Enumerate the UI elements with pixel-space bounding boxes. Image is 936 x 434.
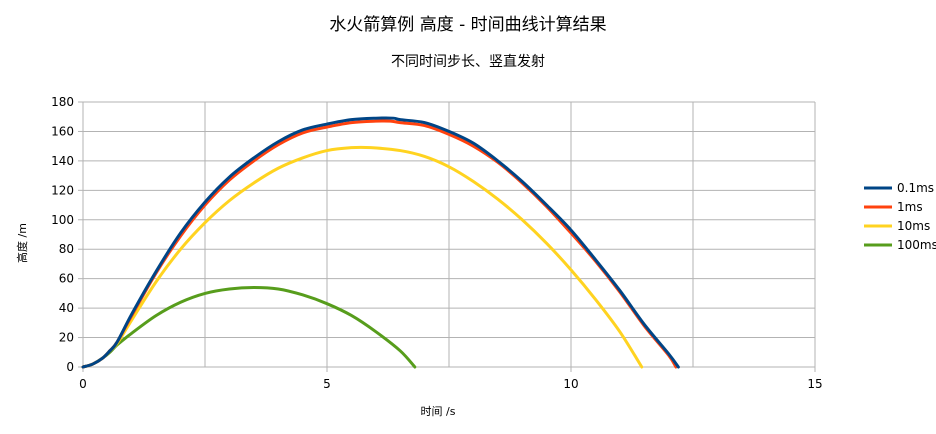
y-tick-label: 100 bbox=[51, 213, 74, 227]
y-tick-label: 20 bbox=[59, 331, 74, 345]
x-tick-label: 0 bbox=[79, 377, 87, 391]
chart-subtitle: 不同时间步长、竖直发射 bbox=[391, 54, 545, 70]
x-tick-label: 5 bbox=[323, 377, 331, 391]
y-tick-label: 80 bbox=[59, 242, 74, 256]
y-tick-label: 140 bbox=[51, 154, 74, 168]
x-axis-title: 时间 /s bbox=[421, 405, 456, 418]
series-line-0.1ms bbox=[81, 116, 680, 369]
x-tick-label: 10 bbox=[563, 377, 578, 391]
y-axis-title: 高度 /m bbox=[15, 223, 29, 263]
y-tick-label: 0 bbox=[66, 360, 74, 374]
legend-label-100ms: 100ms bbox=[897, 238, 936, 252]
y-tick-label: 160 bbox=[51, 124, 74, 138]
legend-label-10ms: 10ms bbox=[897, 219, 930, 233]
legend-label-1ms: 1ms bbox=[897, 200, 923, 214]
legend-label-0.1ms: 0.1ms bbox=[897, 181, 934, 195]
y-tick-label: 40 bbox=[59, 301, 74, 315]
y-tick-label: 60 bbox=[59, 272, 74, 286]
x-tick-label: 15 bbox=[807, 377, 822, 391]
y-tick-label: 120 bbox=[51, 183, 74, 197]
y-tick-label: 180 bbox=[51, 95, 74, 109]
series-line-100ms bbox=[81, 286, 417, 369]
chart-title: 水火箭算例 高度 - 时间曲线计算结果 bbox=[329, 15, 607, 35]
